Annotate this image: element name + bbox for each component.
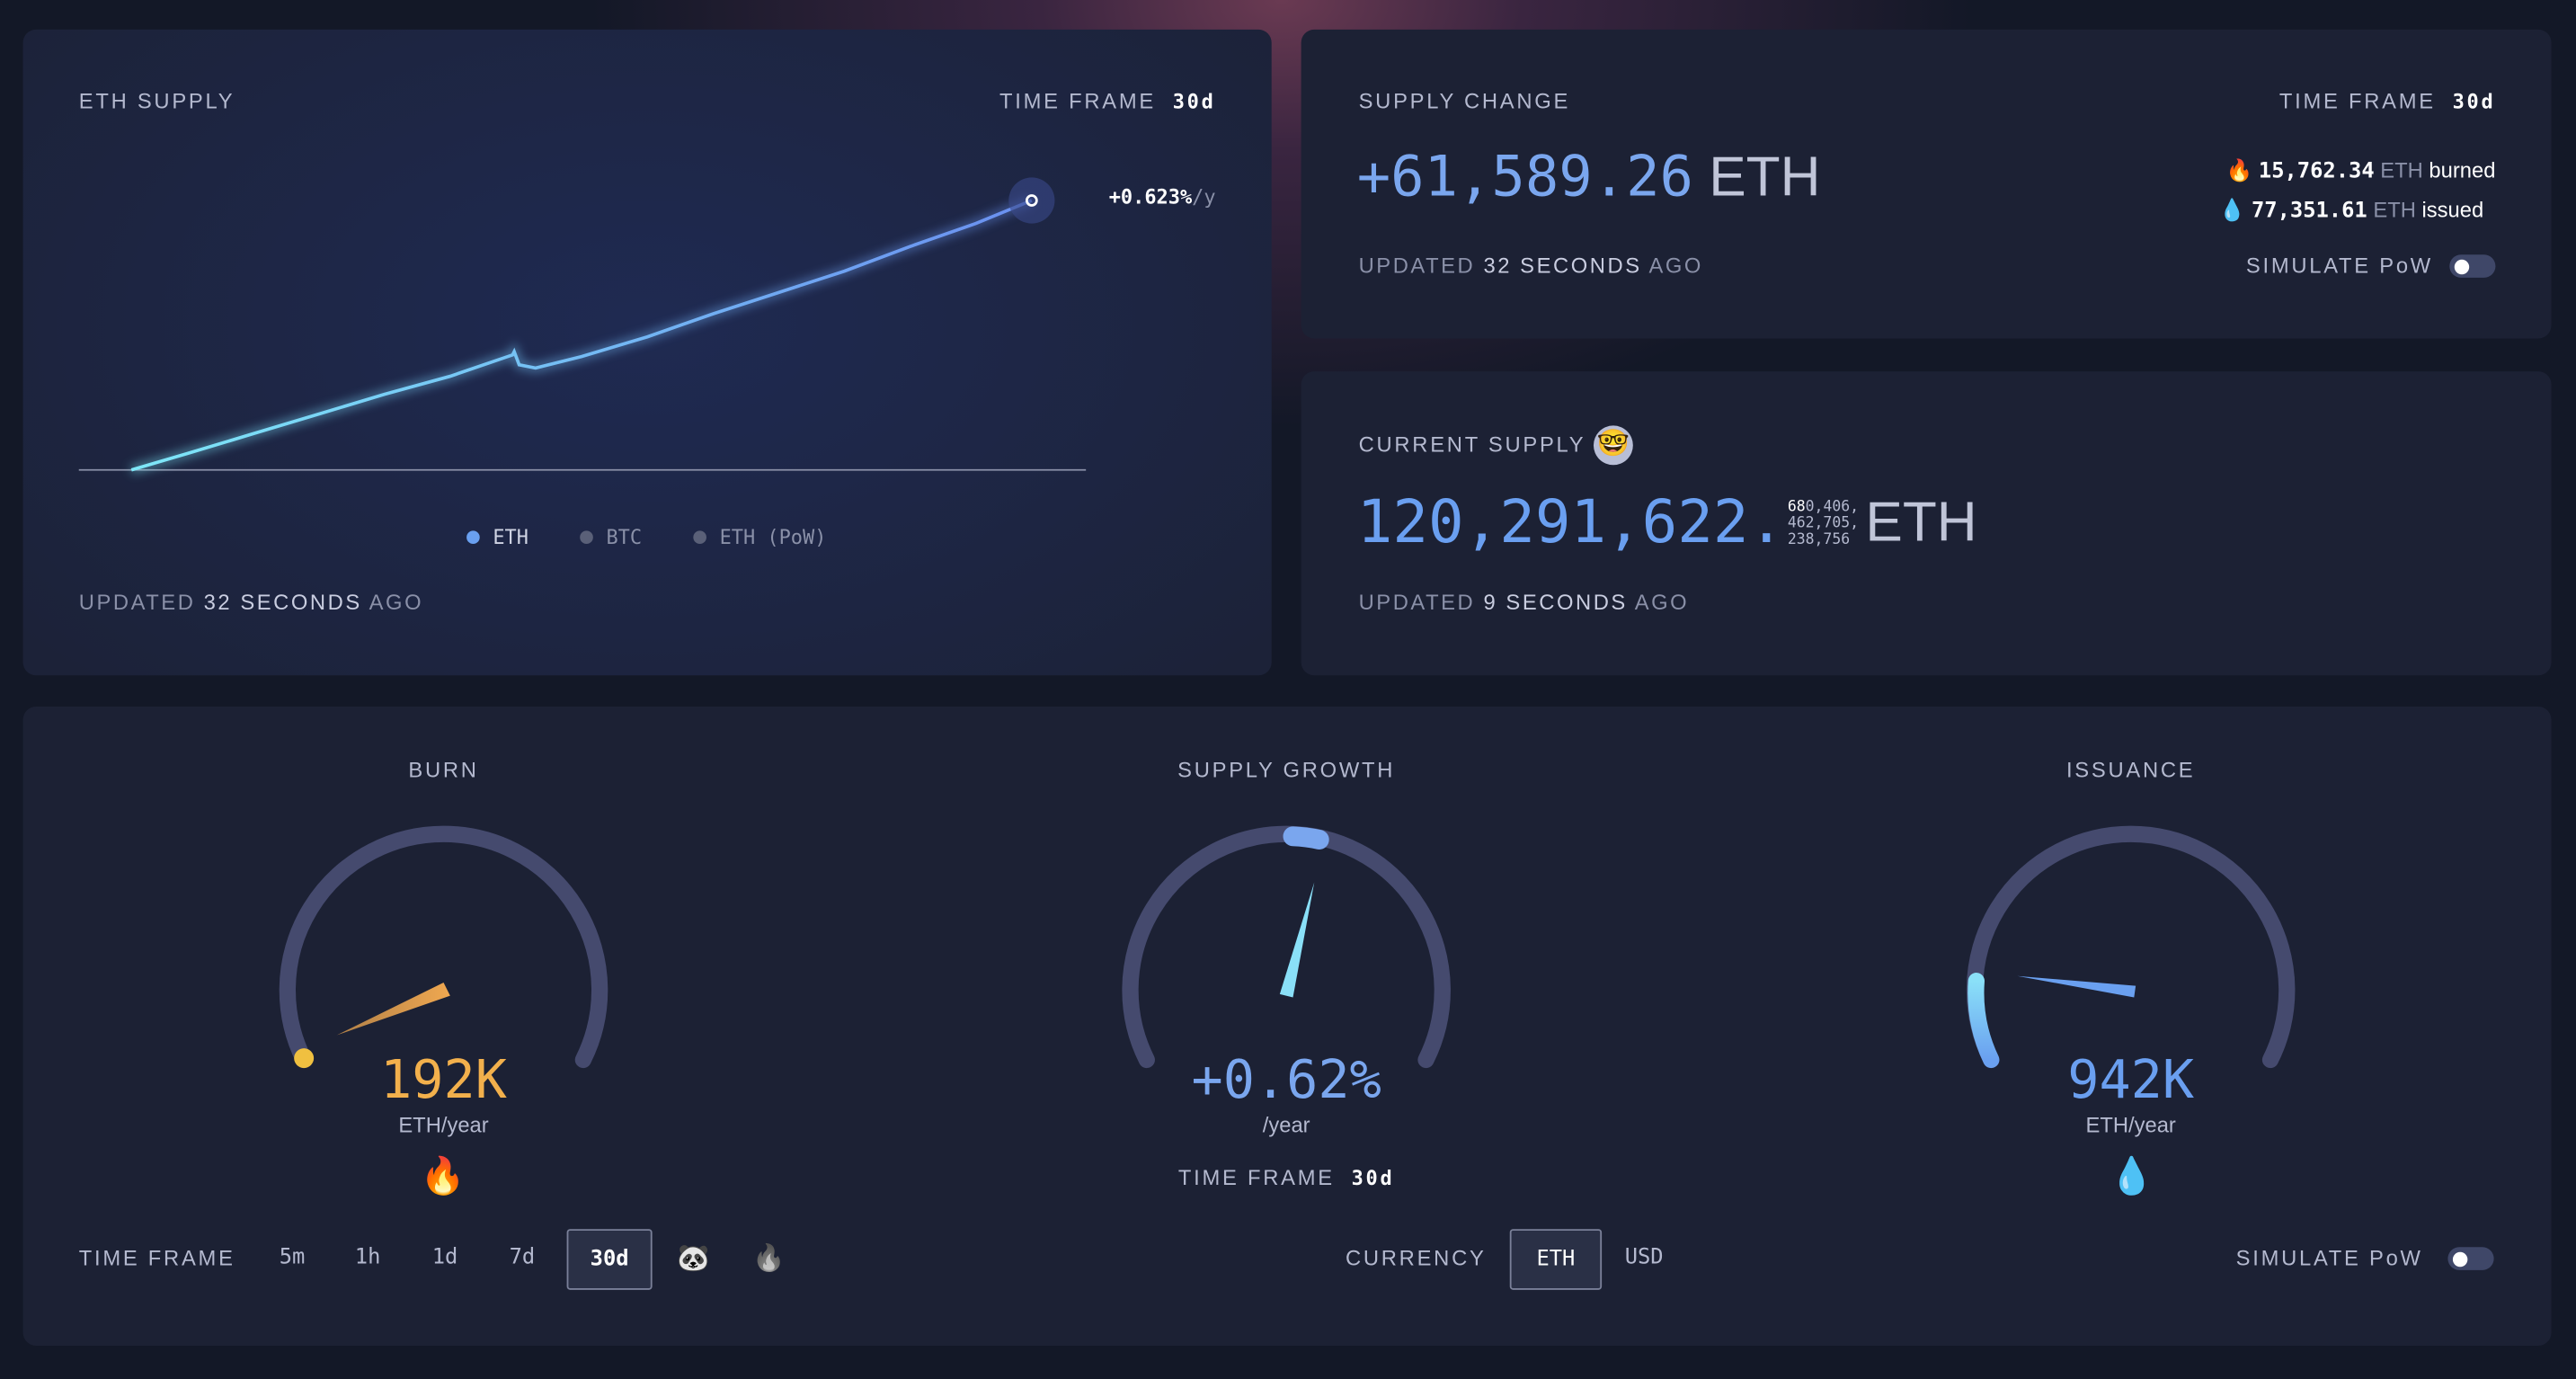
growth-gauge-track <box>1122 825 1451 1069</box>
burn-issue-breakdown: 🔥 15,762.34 ETH burned 💧 77,351.61 ETH i… <box>2219 151 2496 230</box>
simulate-pow-toggle[interactable] <box>2447 1247 2494 1270</box>
current-point-halo <box>1008 177 1055 224</box>
supply-growth-value: +0.62% <box>1191 1048 1381 1111</box>
simulate-pow-label: SIMULATE PoW <box>2235 1245 2423 1270</box>
growth-annotation: +0.623%/y <box>1108 185 1216 209</box>
issuance-gauge-track <box>1966 825 2296 1069</box>
current-supply-card: CURRENT SUPPLY 🤓 120,291,622. 680,406, 46… <box>1301 371 2552 676</box>
supply-change-card: SUPPLY CHANGE TIME FRAME 30d +61,589.26 … <box>1301 29 2552 339</box>
current-point <box>1026 194 1038 207</box>
burn-title: BURN <box>408 757 479 783</box>
fire-icon: 🔥 <box>420 1154 466 1197</box>
time-frame-indicator: TIME FRAME 30d <box>999 88 1216 114</box>
legend-eth-pow[interactable]: ETH (PoW) <box>693 526 826 548</box>
eth-supply-updated: UPDATED 32 SECONDS AGO <box>78 590 424 615</box>
supply-growth-gauge <box>1122 825 1451 1069</box>
legend-dot <box>693 530 706 545</box>
time-frame-30d[interactable]: 30d <box>566 1229 653 1290</box>
droplet-icon: 💧 <box>2109 1154 2154 1197</box>
current-supply-title: CURRENT SUPPLY <box>1358 431 1586 458</box>
time-frame-1d[interactable]: 1d <box>431 1245 458 1270</box>
legend-dot <box>580 530 593 545</box>
burn-unit: ETH/year <box>398 1112 489 1137</box>
supply-change-value: +61,589.26 ETH <box>1356 144 1821 210</box>
eth-supply-title: ETH SUPPLY <box>78 88 235 114</box>
burn-needle <box>336 983 450 1036</box>
issuance-gauge-fill <box>1968 973 2000 1069</box>
issuance-unit: ETH/year <box>2085 1112 2176 1137</box>
simulate-pow-label: SIMULATE PoW <box>2245 253 2433 278</box>
legend-eth[interactable]: ETH <box>466 526 529 548</box>
eth-supply-chart <box>78 177 1087 475</box>
supply-line <box>130 199 1033 472</box>
gauges-card <box>22 706 2552 1346</box>
supply-growth-unit: /year <box>1262 1112 1310 1137</box>
growth-time-frame: TIME FRAME 30d <box>1177 1164 1395 1190</box>
supply-change-updated: UPDATED 32 SECONDS AGO <box>1358 253 1704 278</box>
time-frame-1h[interactable]: 1h <box>354 1245 381 1270</box>
issuance-title: ISSUANCE <box>2065 757 2196 783</box>
issuance-value: 942K <box>2067 1048 2195 1111</box>
supply-decimals: 680,406, 462,705, 238,756 <box>1787 498 1860 548</box>
fire-icon[interactable]: 🔥 <box>752 1245 786 1274</box>
time-frame-label: TIME FRAME <box>78 1245 235 1270</box>
time-frame-5m[interactable]: 5m <box>279 1245 306 1270</box>
issuance-needle <box>2017 975 2136 998</box>
nerd-face-icon: 🤓 <box>1593 425 1633 466</box>
burn-gauge-track <box>279 825 608 1069</box>
currency-usd[interactable]: USD <box>1624 1245 1664 1270</box>
time-frame-7d[interactable]: 7d <box>509 1245 536 1270</box>
currency-eth[interactable]: ETH <box>1509 1229 1603 1290</box>
supply-growth-title: SUPPLY GROWTH <box>1177 757 1396 783</box>
currency-label: CURRENCY <box>1345 1245 1487 1270</box>
time-frame-indicator: TIME FRAME 30d <box>2278 88 2496 114</box>
issuance-gauge <box>1966 825 2296 1069</box>
panda-icon[interactable]: 🐼 <box>677 1245 710 1274</box>
fire-icon: 🔥 <box>2225 157 2253 182</box>
burn-gauge <box>279 825 608 1069</box>
burn-value: 192K <box>380 1048 507 1111</box>
simulate-pow-toggle[interactable] <box>2449 254 2496 278</box>
supply-change-title: SUPPLY CHANGE <box>1358 88 1571 114</box>
legend-btc[interactable]: BTC <box>580 526 642 548</box>
growth-needle <box>1279 882 1315 998</box>
burn-gauge-fill <box>294 1048 315 1069</box>
current-supply-value: 120,291,622. 680,406, 462,705, 238,756 ETH <box>1356 489 1977 557</box>
droplet-icon: 💧 <box>2218 197 2246 222</box>
issued-row: 💧 77,351.61 ETH issued <box>2218 197 2484 224</box>
burned-row: 🔥 15,762.34 ETH burned <box>2225 157 2496 184</box>
eth-supply-card: ETH SUPPLY TIME FRAME 30d +0.623%/y ETH … <box>22 29 1272 676</box>
growth-gauge-fill <box>1283 826 1329 850</box>
legend-dot <box>466 530 480 545</box>
current-supply-updated: UPDATED 9 SECONDS AGO <box>1358 590 1690 615</box>
